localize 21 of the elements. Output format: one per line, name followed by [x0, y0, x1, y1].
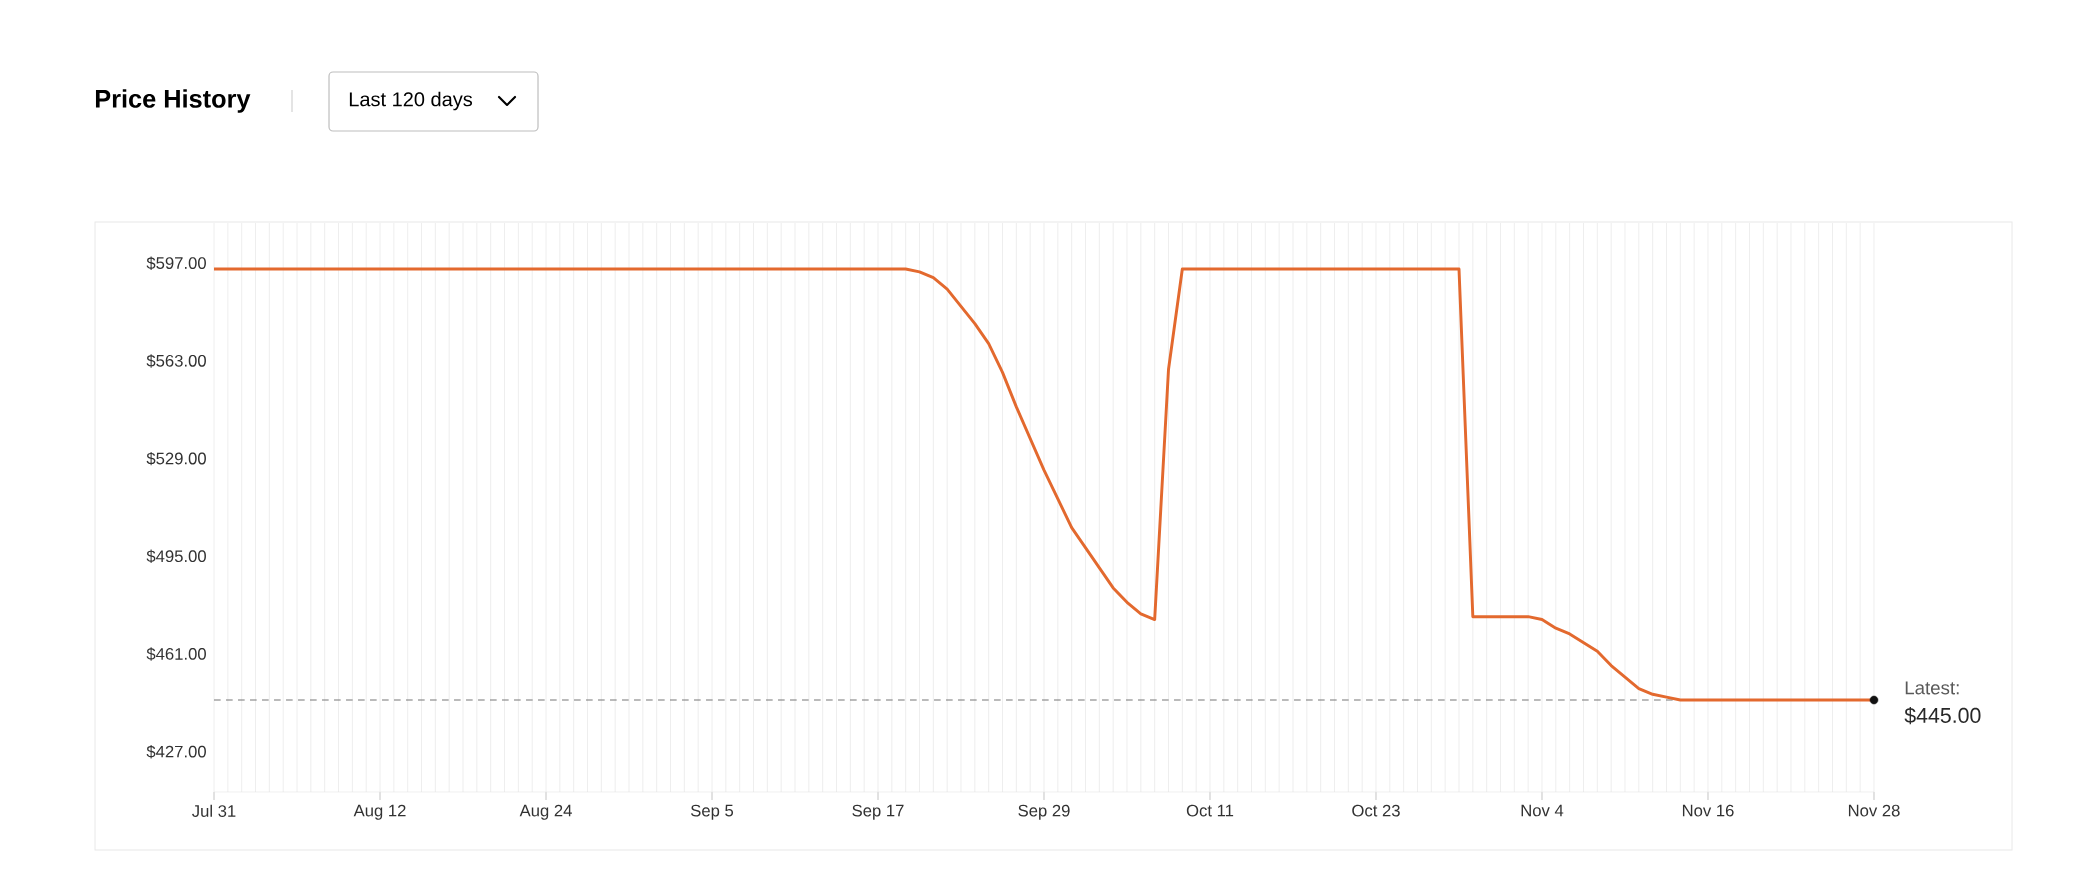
annotation: $445.00	[1904, 706, 1981, 725]
y-tick-label: $495.00	[146, 549, 206, 564]
y-tick-label: $461.00	[146, 647, 206, 661]
y-tick-label: $563.00	[146, 354, 206, 368]
chart-title: Price History	[95, 89, 251, 113]
x-tick-label: Sep 17	[852, 804, 904, 820]
x-tick-label: Nov 16	[1682, 804, 1734, 817]
x-tick-label: Jul 31	[192, 804, 236, 817]
text: Last 120 days	[349, 91, 473, 111]
x-tick-label: Nov 28	[1848, 804, 1900, 817]
x-tick-label: Sep 29	[1018, 804, 1070, 820]
annotation: Latest:	[1905, 681, 1959, 695]
x-tick-label: Aug 24	[519, 804, 572, 820]
x-tick-label: Aug 12	[353, 804, 406, 820]
x-tick-label: Sep 5	[690, 804, 734, 820]
x-tick-label: Oct 23	[1352, 804, 1400, 817]
x-tick-label: Nov 4	[1521, 804, 1564, 817]
y-tick-label: $529.00	[146, 451, 206, 466]
x-tick-label: Oct 11	[1186, 804, 1234, 817]
y-tick-label: $427.00	[146, 745, 206, 759]
y-tick-label: $597.00	[146, 256, 206, 270]
